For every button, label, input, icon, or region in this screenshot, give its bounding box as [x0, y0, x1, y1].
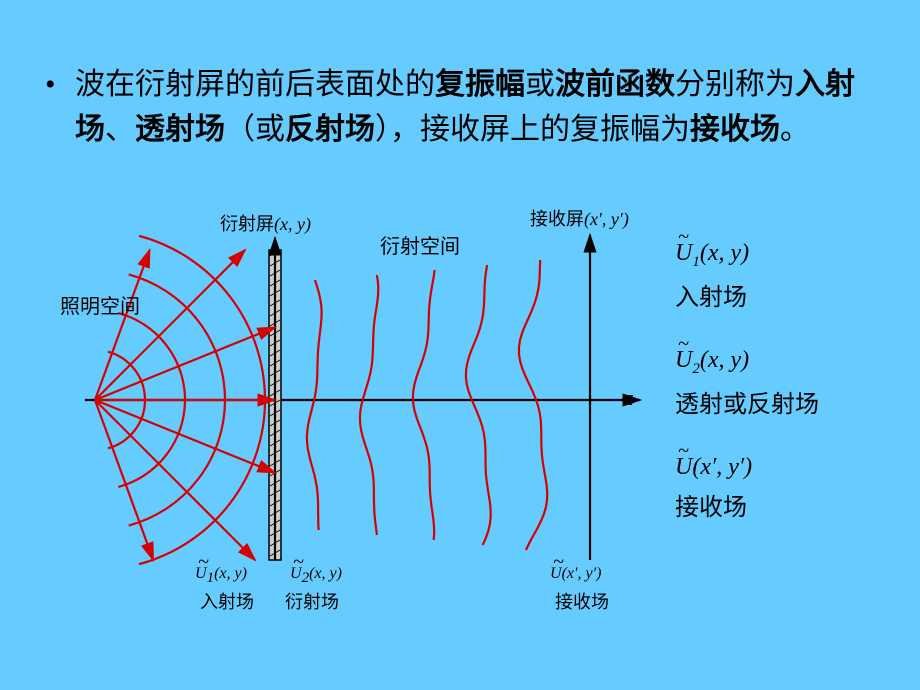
diagram-svg — [60, 200, 660, 620]
diffraction-diagram: 衍射屏(x, y) 衍射空间 接收屏(x′, y′) 照明空间 z U1(x, … — [60, 200, 660, 620]
text-e: 分别称为 — [675, 68, 795, 101]
formula-u2: U2(x, y) — [675, 347, 875, 378]
formula-u1-label: 入射场 — [675, 277, 875, 312]
formula-u2-label: 透射或反射场 — [675, 384, 875, 419]
text-l: 接收场 — [690, 113, 780, 146]
formula-u: U(x′, y′) — [675, 454, 875, 481]
text-i: （或 — [225, 113, 285, 146]
formula-panel: U1(x, y) 入射场 U2(x, y) 透射或反射场 U(x′, y′) 接… — [675, 240, 875, 557]
text-m: 。 — [780, 113, 810, 146]
text-b: 复振幅 — [435, 68, 525, 101]
text-k: ），接收屏上的复振幅为 — [375, 113, 690, 146]
z-axis-label: z — [625, 385, 634, 411]
u2-label: 衍射场 — [285, 588, 339, 614]
u-label: 接收场 — [555, 588, 609, 614]
u1-formula: U1(x, y) — [195, 565, 247, 587]
text-g: 、 — [105, 113, 135, 146]
description-text: 波在衍射屏的前后表面处的复振幅或波前函数分别称为入射场、透射场（或反射场），接收… — [75, 62, 860, 152]
illumination-space-label: 照明空间 — [60, 290, 140, 319]
text-d: 波前函数 — [555, 68, 675, 101]
u1-label: 入射场 — [200, 588, 254, 614]
diffraction-space-label: 衍射空间 — [380, 230, 460, 259]
u2-formula: U2(x, y) — [290, 565, 342, 587]
formula-u1: U1(x, y) — [675, 240, 875, 271]
diffraction-screen-label: 衍射屏(x, y) — [220, 210, 311, 236]
receive-screen-label: 接收屏(x′, y′) — [530, 205, 629, 231]
u-formula: U(x′, y′) — [550, 565, 601, 583]
text-j: 反射场 — [285, 113, 375, 146]
formula-u-label: 接收场 — [675, 487, 875, 522]
text-c: 或 — [525, 68, 555, 101]
text-a: 波在衍射屏的前后表面处的 — [75, 68, 435, 101]
text-h: 透射场 — [135, 113, 225, 146]
